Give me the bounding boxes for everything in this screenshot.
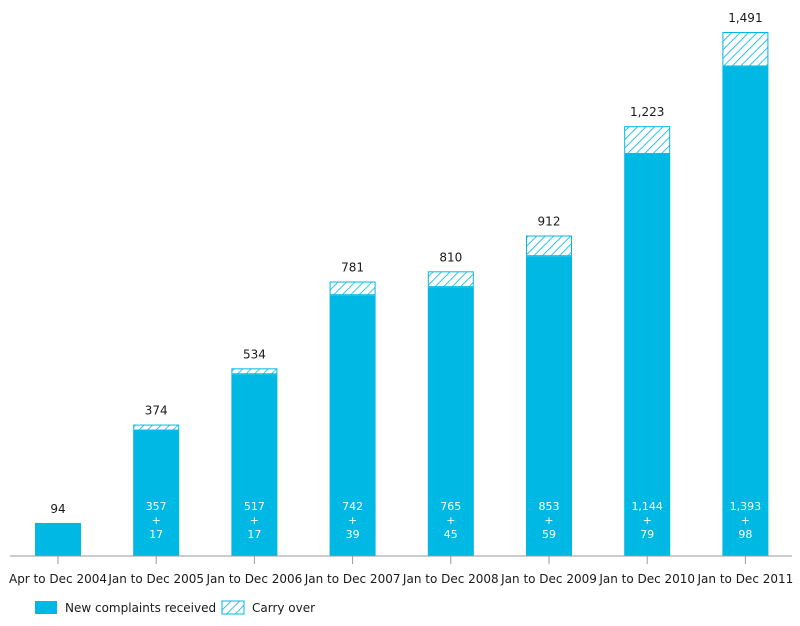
legend: New complaints received Carry over: [35, 600, 315, 615]
bar-carry-6: [624, 126, 671, 154]
carry-value-label-1: 17: [149, 528, 163, 541]
plus-sign-7: +: [741, 514, 750, 527]
total-label-5: 912: [538, 214, 561, 228]
legend-swatch-new: [35, 601, 57, 614]
bar-new-6: [624, 153, 671, 556]
new-value-label-2: 517: [244, 500, 265, 513]
category-label-0: Apr to Dec 2004: [9, 572, 107, 586]
total-label-0: 94: [50, 502, 65, 516]
carry-value-label-4: 45: [444, 528, 458, 541]
total-label-3: 781: [341, 261, 364, 275]
total-label-4: 810: [439, 250, 462, 264]
bar-carry-7: [722, 32, 769, 67]
bar-new-5: [526, 256, 572, 556]
category-label-6: Jan to Dec 2010: [598, 572, 695, 586]
carry-value-label-7: 98: [738, 528, 752, 541]
category-label-2: Jan to Dec 2006: [206, 572, 303, 586]
bar-new-1: [133, 430, 180, 556]
category-label-1: Jan to Dec 2005: [107, 572, 204, 586]
legend-swatch-carry: [221, 600, 245, 615]
bar-carry-1: [133, 424, 180, 431]
bar-carry-4: [427, 271, 474, 288]
total-label-6: 1,223: [630, 105, 664, 119]
plus-sign-5: +: [544, 514, 553, 527]
new-value-label-6: 1,144: [631, 500, 663, 513]
total-label-1: 374: [145, 404, 168, 418]
legend-label-carry: Carry over: [252, 601, 315, 615]
plus-sign-2: +: [250, 514, 259, 527]
bar-new-4: [427, 287, 474, 556]
labels-group: 94374357+17534517+17781742+39810765+4591…: [50, 11, 762, 541]
new-value-label-1: 357: [146, 500, 167, 513]
carry-value-label-2: 17: [247, 528, 261, 541]
category-label-3: Jan to Dec 2007: [304, 572, 401, 586]
total-label-7: 1,491: [728, 11, 762, 25]
category-label-5: Jan to Dec 2009: [500, 572, 597, 586]
bars-group: [35, 32, 769, 556]
plus-sign-1: +: [152, 514, 161, 527]
x-ticks-group: Apr to Dec 2004 Jan to Dec 2005 Jan to Dec…: [9, 556, 793, 586]
carry-value-label-5: 59: [542, 528, 556, 541]
plus-sign-6: +: [643, 514, 652, 527]
bar-new-0: [35, 522, 81, 556]
bar-carry-5: [526, 235, 572, 257]
bar-new-3: [329, 295, 376, 556]
carry-value-label-6: 79: [640, 528, 654, 541]
plus-sign-3: +: [348, 514, 357, 527]
new-value-label-4: 765: [440, 500, 461, 513]
plus-sign-4: +: [446, 514, 455, 527]
carry-value-label-3: 39: [346, 528, 360, 541]
new-value-label-7: 1,393: [730, 500, 762, 513]
legend-label-new: New complaints received: [65, 601, 216, 615]
category-label-4: Jan to Dec 2008: [402, 572, 499, 586]
total-label-2: 534: [243, 347, 266, 361]
new-value-label-5: 853: [539, 500, 560, 513]
bar-carry-3: [329, 281, 376, 296]
category-label-7: Jan to Dec 2011: [697, 572, 794, 586]
new-value-label-3: 742: [342, 500, 363, 513]
bar-new-2: [231, 374, 278, 556]
bar-new-7: [722, 66, 769, 556]
bar-carry-2: [231, 368, 278, 375]
